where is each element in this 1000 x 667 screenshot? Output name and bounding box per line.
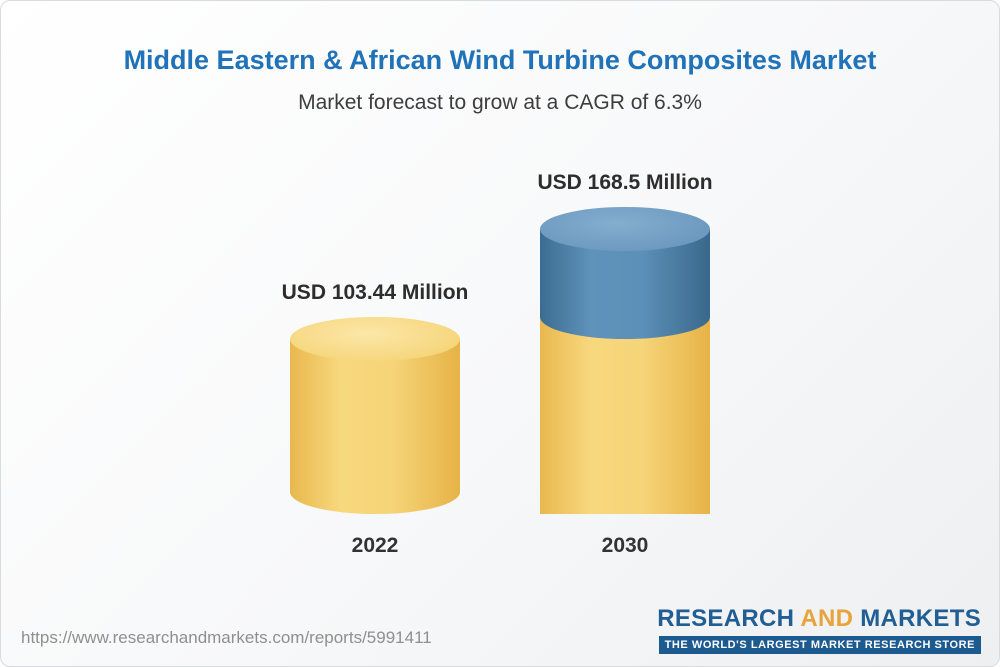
- logo-word-research: RESEARCH: [657, 605, 795, 632]
- logo-tagline: THE WORLD'S LARGEST MARKET RESEARCH STOR…: [658, 636, 981, 654]
- value-label-2030: USD 168.5 Million: [537, 171, 713, 194]
- bar-group-2022: USD 103.44 Million 2022: [282, 281, 469, 559]
- cylinder-2030-base-segment: [540, 317, 710, 514]
- logo-wordmark: RESEARCH AND MARKETS: [657, 605, 981, 633]
- chart-title: Middle Eastern & African Wind Turbine Co…: [123, 45, 877, 75]
- cylinder-2030: [540, 207, 710, 514]
- category-label-2030: 2030: [601, 534, 649, 557]
- logo-word-markets: MARKETS: [860, 605, 981, 632]
- cylinder-2022-cap: [290, 317, 460, 361]
- value-label-2022: USD 103.44 Million: [281, 281, 469, 304]
- category-label-2022: 2022: [351, 534, 399, 557]
- cylinder-2030-cap: [540, 207, 710, 251]
- cylinder-2022-body: [290, 339, 460, 514]
- research-and-markets-logo: RESEARCH AND MARKETS THE WORLD'S LARGEST…: [657, 605, 981, 654]
- chart-area: USD 103.44 Million 2022 USD 168.5 Millio…: [1, 171, 999, 559]
- logo-word-and: AND: [800, 605, 854, 632]
- cylinder-2022: [290, 317, 460, 514]
- bar-group-2030: USD 168.5 Million 2030: [537, 171, 713, 559]
- chart-subtitle: Market forecast to grow at a CAGR of 6.3…: [298, 91, 702, 114]
- report-url: https://www.researchandmarkets.com/repor…: [21, 628, 432, 647]
